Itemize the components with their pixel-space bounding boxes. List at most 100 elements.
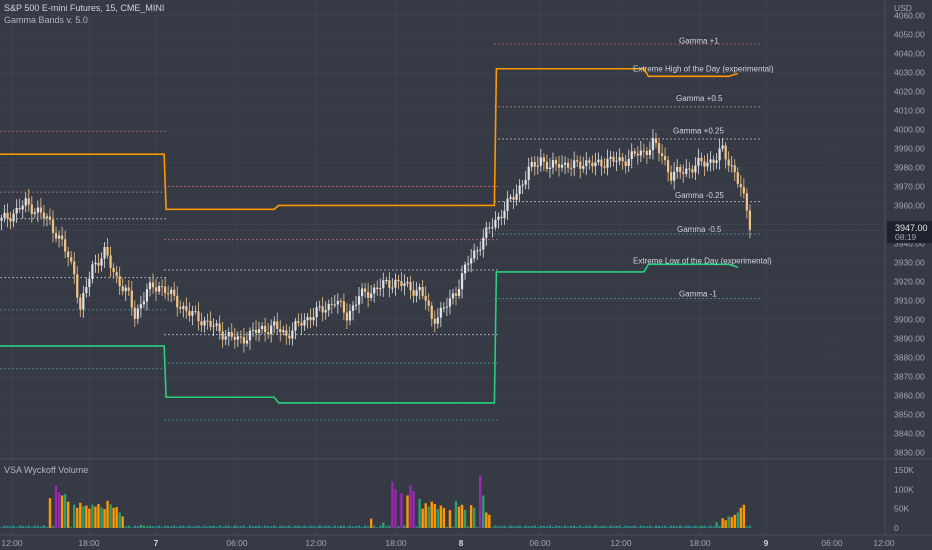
candle-body [203, 320, 206, 326]
candle-body [282, 330, 285, 333]
volume-bar [54, 485, 58, 528]
price-tick-label: 3930.00 [894, 257, 925, 267]
label-gamma-plus-1: Gamma +1 [679, 37, 719, 46]
time-tick-label: 18:00 [689, 538, 711, 548]
volume-bar [21, 526, 24, 528]
candle-body [397, 279, 400, 282]
candle-body [603, 166, 606, 168]
volume-bar [91, 504, 94, 528]
price-tick-label: 3990.00 [894, 144, 925, 154]
volume-bar [627, 526, 630, 528]
candle-body [424, 295, 427, 301]
candle-body [654, 138, 658, 144]
volume-bar [336, 526, 340, 528]
price-tick-label: 3840.00 [894, 428, 925, 438]
candle-body [294, 321, 297, 331]
candle-body [660, 153, 664, 157]
candle-body [642, 150, 645, 152]
volume-bar [185, 526, 188, 528]
candle-body [648, 150, 652, 156]
volume-bar [224, 526, 227, 528]
candle-body [418, 287, 421, 291]
volume-bar [103, 509, 106, 528]
volume-bar [618, 525, 621, 528]
time-tick-label: 06:00 [226, 538, 248, 548]
volume-tick-label: 50K [894, 504, 909, 514]
volume-bar [742, 504, 746, 528]
candle-body [103, 247, 106, 259]
candle-body [415, 290, 418, 296]
volume-bar [157, 525, 161, 528]
label-gamma-plus-025: Gamma +0.25 [673, 126, 724, 135]
volume-bar [251, 526, 255, 528]
candle-body [630, 151, 633, 160]
candle-body [9, 218, 12, 222]
candle-body [706, 162, 709, 167]
volume-bar [479, 475, 482, 528]
volume-bar [372, 525, 376, 528]
volume-bar [342, 525, 346, 528]
volume-bar [9, 526, 12, 528]
candle-body [0, 217, 3, 221]
price-tick-label: 3910.00 [894, 295, 925, 305]
candle-body [345, 312, 349, 321]
candle-body [539, 157, 542, 166]
volume-bar [524, 525, 527, 528]
candle-body [224, 336, 227, 340]
volume-bar [230, 527, 233, 528]
volume-tick-label: 0 [894, 523, 899, 533]
candle-body [82, 293, 85, 310]
candle-body [391, 287, 394, 289]
volume-bar [612, 526, 615, 528]
volume-bar [318, 525, 321, 528]
candle-body [527, 166, 530, 180]
candle-body [376, 287, 379, 290]
candle-body [121, 286, 124, 292]
candle-body [503, 210, 506, 219]
candle-body [260, 325, 264, 330]
candle-body [154, 287, 158, 292]
candle-body [733, 165, 736, 173]
volume-bar [469, 505, 473, 528]
candle-body [142, 301, 146, 305]
volume-bar [197, 525, 200, 528]
volume-bar [585, 525, 588, 528]
candle-body [351, 305, 355, 311]
volume-bar [209, 525, 212, 528]
candle-body [257, 329, 261, 334]
symbol-title[interactable]: S&P 500 E-mini Futures, 15, CME_MINI [4, 3, 165, 13]
candle-body [479, 249, 482, 251]
volume-bar [133, 525, 137, 528]
candle-body [745, 193, 748, 211]
volume-bar [642, 526, 646, 528]
candle-body [151, 282, 155, 288]
volume-bar [736, 512, 739, 528]
candle-body [303, 320, 306, 326]
volume-bar [60, 495, 64, 528]
candle-body [482, 237, 485, 250]
volume-bar [497, 526, 500, 528]
extreme-high-line [0, 67, 739, 211]
candle-body [230, 332, 233, 337]
candle-body [382, 280, 385, 289]
time-tick-label: 18:00 [385, 538, 407, 548]
indicator-legend[interactable]: Gamma Bands v. 5.0 [4, 15, 88, 25]
volume-bar [536, 526, 540, 528]
candle-body [109, 255, 112, 268]
volume-bar [397, 526, 400, 528]
volume-bar [179, 525, 182, 528]
volume-bar [572, 525, 576, 528]
volume-bar [733, 514, 736, 528]
price-tick-label: 3850.00 [894, 409, 925, 419]
candle-body [403, 283, 406, 286]
price-badge-countdown: 08:19 [895, 232, 917, 242]
candle-body [557, 164, 561, 168]
candle-body [494, 219, 497, 228]
candle-body [97, 262, 100, 266]
candle-body [518, 185, 521, 194]
volume-bar [200, 526, 203, 528]
volume-pane-label[interactable]: VSA Wyckoff Volume [4, 465, 89, 475]
time-tick-label: 18:00 [78, 538, 100, 548]
price-tick-label: 3890.00 [894, 333, 925, 343]
